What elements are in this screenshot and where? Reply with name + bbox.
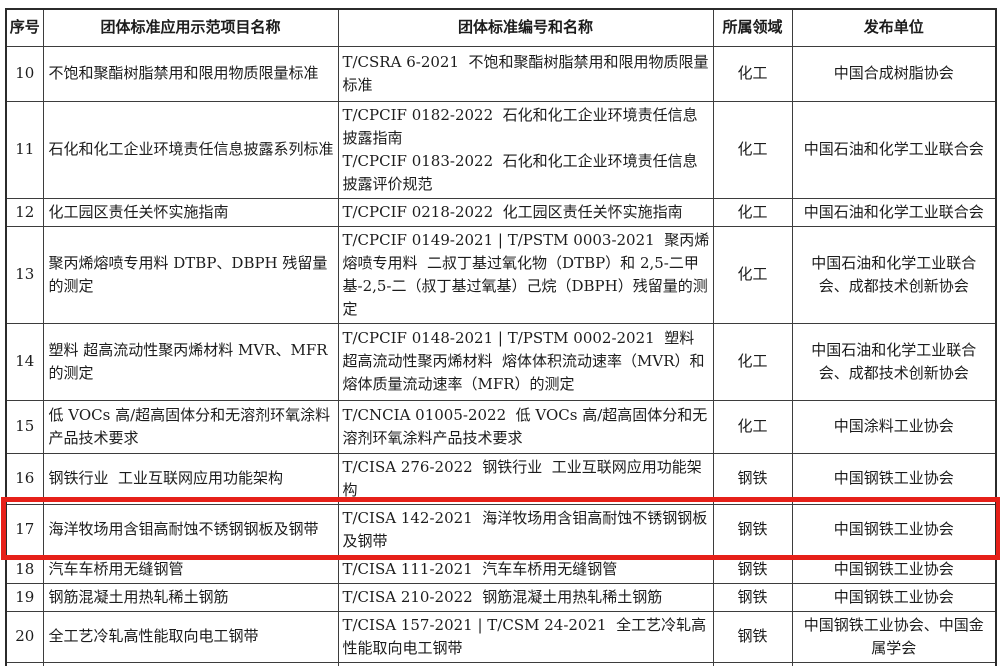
standard-cell: T/CISA 276-2022 钢铁行业 工业互联网应用功能架构 bbox=[337, 452, 714, 505]
column-header: 发布单位 bbox=[791, 8, 997, 47]
project-name-cell: 汽车车桥用无缝钢管 bbox=[42, 554, 339, 584]
row-number-cell: 21 bbox=[5, 661, 44, 666]
standard-cell: T/CPI 11015-2022 录井钢丝 bbox=[337, 661, 714, 666]
standard-text: T/CPCIF 0183-2022 石化和化工企业环境责任信息披露评价规范 bbox=[342, 151, 698, 193]
publisher-cell: 中国石油和石油化工设备工业协会 bbox=[791, 661, 997, 666]
publisher-cell: 中国石油和化学工业联合会、成都技术创新协会 bbox=[791, 225, 997, 324]
table-body: 10 不饱和聚酯树脂禁用和限用物质限量标准 T/CSRA 6-2021 不饱和聚酯树… bbox=[5, 45, 997, 666]
table-row: 12 化工园区责任关怀实施指南 T/CPCIF 0218-2022 化工园区责任关怀… bbox=[5, 197, 997, 227]
table-row: 13 聚丙烯熔喷专用料 DTBP、DBPH 残留量的测定 T/CPCIF 0149-… bbox=[5, 225, 997, 324]
standard-cell: T/CPCIF 0148-2021 | T/PSTM 0002-2021 塑料 … bbox=[337, 322, 714, 401]
field-cell: 化工 bbox=[712, 399, 793, 454]
column-header: 团体标准编号和名称 bbox=[337, 8, 714, 47]
table-row: 11 石化和化工企业环境责任信息披露系列标准 T/CPCIF 0182-2022 石… bbox=[5, 100, 997, 199]
field-cell: 钢铁 bbox=[712, 554, 793, 584]
standard-text: T/CISA 276-2022 钢铁行业 工业互联网应用功能架构 bbox=[342, 457, 702, 499]
publisher-cell: 中国钢铁工业协会 bbox=[791, 582, 997, 612]
standard-cell: T/CPCIF 0182-2022 石化和化工企业环境责任信息披露指南 T/CPC… bbox=[337, 100, 714, 199]
standard-cell: T/CPCIF 0218-2022 化工园区责任关怀实施指南 bbox=[337, 197, 714, 227]
standard-text: T/CPCIF 0149-2021 | T/PSTM 0003-2021 聚丙烯… bbox=[342, 230, 710, 318]
row-number-cell: 19 bbox=[5, 582, 44, 612]
standard-text: T/CISA 210-2022 钢筋混凝土用热轧稀土钢筋 bbox=[342, 587, 663, 606]
field-cell: 钢铁 bbox=[712, 610, 793, 663]
table-row: 15 低 VOCs 高/超高固体分和无溶剂环氧涂料产品技术要求 T/CNCIA 01… bbox=[5, 399, 997, 454]
publisher-cell: 中国涂料工业协会 bbox=[791, 399, 997, 454]
standard-text: T/CPCIF 0182-2022 石化和化工企业环境责任信息披露指南 bbox=[342, 105, 698, 147]
standard-text: T/CNCIA 01005-2022 低 VOCs 高/超高固体分和无溶剂环氧涂… bbox=[342, 405, 708, 447]
publisher-cell: 中国钢铁工业协会 bbox=[791, 503, 997, 556]
field-cell: 钢铁 bbox=[712, 452, 793, 505]
project-name-cell: 低 VOCs 高/超高固体分和无溶剂环氧涂料产品技术要求 bbox=[42, 399, 339, 454]
project-name-cell: 钢筋混凝土用热轧稀土钢筋 bbox=[42, 582, 339, 612]
table-row: 20 全工艺冷轧高性能取向电工钢带 T/CISA 157-2021 | T/CSM … bbox=[5, 610, 997, 663]
table-row: 19 钢筋混凝土用热轧稀土钢筋 T/CISA 210-2022 钢筋混凝土用热轧稀土… bbox=[5, 582, 997, 612]
row-number-cell: 17 bbox=[5, 503, 44, 556]
field-cell: 化工 bbox=[712, 225, 793, 324]
column-header: 所属领域 bbox=[712, 8, 793, 47]
standard-text: T/CISA 111-2021 汽车车桥用无缝钢管 bbox=[342, 559, 618, 578]
row-number-cell: 18 bbox=[5, 554, 44, 584]
project-name-cell: 海洋牧场用含钼高耐蚀不锈钢钢板及钢带 bbox=[42, 503, 339, 556]
table-row: 18 汽车车桥用无缝钢管 T/CISA 111-2021 汽车车桥用无缝钢管 钢铁 中国… bbox=[5, 554, 997, 584]
table-row: 10 不饱和聚酯树脂禁用和限用物质限量标准 T/CSRA 6-2021 不饱和聚酯树… bbox=[5, 45, 997, 102]
field-cell: 化工 bbox=[712, 197, 793, 227]
column-header: 团体标准应用示范项目名称 bbox=[42, 8, 339, 47]
table-row: 21录井钢丝T/CPI 11015-2022 录井钢丝钢铁中国石油和石油化工设备… bbox=[5, 661, 997, 666]
row-number-cell: 20 bbox=[5, 610, 44, 663]
project-name-cell: 石化和化工企业环境责任信息披露系列标准 bbox=[42, 100, 339, 199]
project-name-cell: 钢铁行业 工业互联网应用功能架构 bbox=[42, 452, 339, 505]
row-number-cell: 12 bbox=[5, 197, 44, 227]
standard-text: T/CPCIF 0218-2022 化工园区责任关怀实施指南 bbox=[342, 202, 683, 221]
project-name-cell: 录井钢丝 bbox=[42, 661, 339, 666]
standard-cell: T/CISA 210-2022 钢筋混凝土用热轧稀土钢筋 bbox=[337, 582, 714, 612]
standard-cell: T/CISA 142-2021 海洋牧场用含钼高耐蚀不锈钢钢板及钢带 bbox=[337, 503, 714, 556]
project-name-cell: 聚丙烯熔喷专用料 DTBP、DBPH 残留量的测定 bbox=[42, 225, 339, 324]
standard-cell: T/CISA 157-2021 | T/CSM 24-2021 全工艺冷轧高性能… bbox=[337, 610, 714, 663]
row-number-cell: 14 bbox=[5, 322, 44, 401]
row-number-cell: 13 bbox=[5, 225, 44, 324]
project-name-cell: 化工园区责任关怀实施指南 bbox=[42, 197, 339, 227]
field-cell: 化工 bbox=[712, 322, 793, 401]
standard-cell: T/CSRA 6-2021 不饱和聚酯树脂禁用和限用物质限量标准 bbox=[337, 45, 714, 102]
row-number-cell: 10 bbox=[5, 45, 44, 102]
standard-text: T/CISA 142-2021 海洋牧场用含钼高耐蚀不锈钢钢板及钢带 bbox=[342, 508, 708, 550]
field-cell: 钢铁 bbox=[712, 582, 793, 612]
publisher-cell: 中国石油和化学工业联合会 bbox=[791, 197, 997, 227]
field-cell: 钢铁 bbox=[712, 661, 793, 666]
standard-cell: T/CNCIA 01005-2022 低 VOCs 高/超高固体分和无溶剂环氧涂… bbox=[337, 399, 714, 454]
publisher-cell: 中国石油和化学工业联合会、成都技术创新协会 bbox=[791, 322, 997, 401]
standard-text: T/CSRA 6-2021 不饱和聚酯树脂禁用和限用物质限量标准 bbox=[342, 52, 709, 94]
publisher-cell: 中国合成树脂协会 bbox=[791, 45, 997, 102]
publisher-cell: 中国石油和化学工业联合会 bbox=[791, 100, 997, 199]
project-name-cell: 全工艺冷轧高性能取向电工钢带 bbox=[42, 610, 339, 663]
standard-cell: T/CPCIF 0149-2021 | T/PSTM 0003-2021 聚丙烯… bbox=[337, 225, 714, 324]
table-row: 16 钢铁行业 工业互联网应用功能架构 T/CISA 276-2022 钢铁行业 工… bbox=[5, 452, 997, 505]
column-header: 序号 bbox=[5, 8, 44, 47]
standard-cell: T/CISA 111-2021 汽车车桥用无缝钢管 bbox=[337, 554, 714, 584]
standards-table: 序号 团体标准应用示范项目名称 团体标准编号和名称 所属领域 发布单位 10 不饱和聚酯树… bbox=[5, 8, 997, 666]
header-row: 序号 团体标准应用示范项目名称 团体标准编号和名称 所属领域 发布单位 bbox=[5, 8, 997, 47]
project-name-cell: 塑料 超高流动性聚丙烯材料 MVR、MFR 的测定 bbox=[42, 322, 339, 401]
standard-text: T/CPCIF 0148-2021 | T/PSTM 0002-2021 塑料 … bbox=[342, 329, 705, 393]
standards-table-wrap: 序号 团体标准应用示范项目名称 团体标准编号和名称 所属领域 发布单位 10 不饱和聚酯树… bbox=[1, 8, 1000, 666]
field-cell: 化工 bbox=[712, 100, 793, 199]
row-number-cell: 15 bbox=[5, 399, 44, 454]
row-number-cell: 11 bbox=[5, 100, 44, 199]
publisher-cell: 中国钢铁工业协会、中国金属学会 bbox=[791, 610, 997, 663]
project-name-cell: 不饱和聚酯树脂禁用和限用物质限量标准 bbox=[42, 45, 339, 102]
publisher-cell: 中国钢铁工业协会 bbox=[791, 452, 997, 505]
row-number-cell: 16 bbox=[5, 452, 44, 505]
publisher-cell: 中国钢铁工业协会 bbox=[791, 554, 997, 584]
table-row: 14 塑料 超高流动性聚丙烯材料 MVR、MFR 的测定 T/CPCIF 0148-… bbox=[5, 322, 997, 401]
field-cell: 钢铁 bbox=[712, 503, 793, 556]
table-row: 17 海洋牧场用含钼高耐蚀不锈钢钢板及钢带 T/CISA 142-2021 海洋牧场… bbox=[5, 503, 997, 556]
standard-text: T/CISA 157-2021 | T/CSM 24-2021 全工艺冷轧高性能… bbox=[342, 615, 707, 657]
field-cell: 化工 bbox=[712, 45, 793, 102]
